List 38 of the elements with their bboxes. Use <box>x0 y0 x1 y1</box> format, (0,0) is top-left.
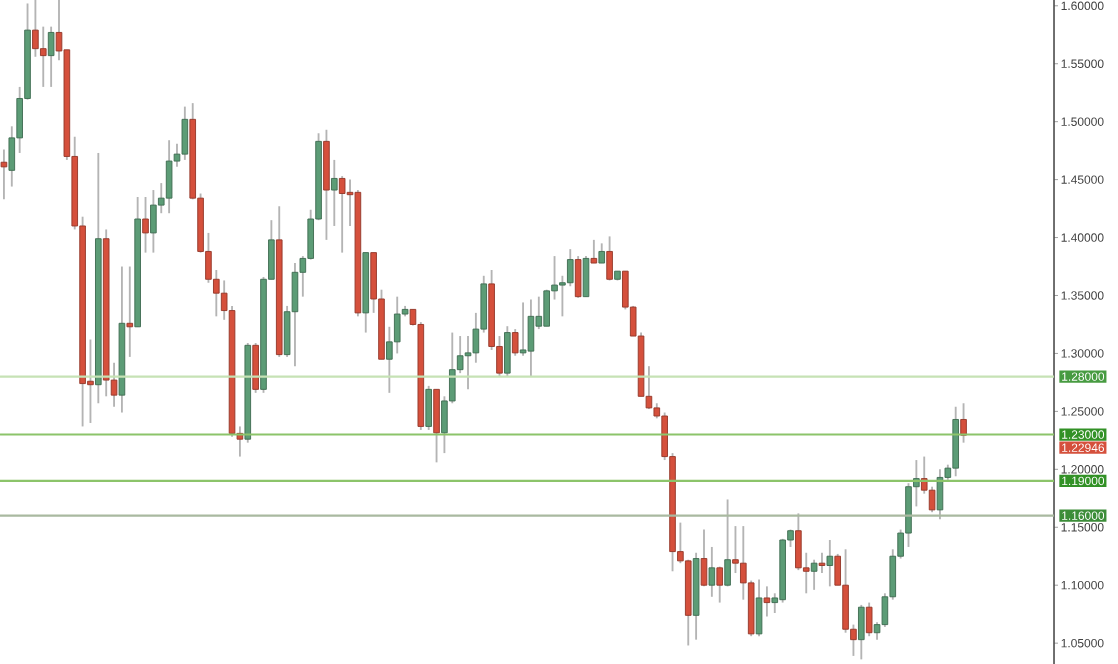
candlestick <box>818 551 826 574</box>
candlestick <box>700 528 708 588</box>
candlestick <box>755 578 763 638</box>
candlestick <box>150 189 157 254</box>
candlestick <box>936 468 944 521</box>
candlestick <box>338 175 346 254</box>
candlestick <box>763 585 771 618</box>
candlestick <box>126 265 134 358</box>
candlestick <box>928 485 936 514</box>
candlestick <box>566 248 574 288</box>
candlestick <box>504 325 511 378</box>
candlestick <box>252 342 259 394</box>
candlestick <box>0 148 8 201</box>
candlestick <box>582 255 590 298</box>
candlestick <box>716 565 724 604</box>
candlestick <box>960 402 967 444</box>
candlestick <box>543 288 550 328</box>
candlestick <box>574 255 582 299</box>
candlestick <box>330 158 338 227</box>
candlestick <box>590 238 598 264</box>
candlestick <box>606 235 613 282</box>
candlestick <box>826 539 834 588</box>
candlestick <box>464 335 472 391</box>
candlestick <box>708 546 716 598</box>
candlestick <box>433 388 440 464</box>
candlestick <box>291 262 299 368</box>
candlestick <box>425 384 432 431</box>
candlestick <box>527 298 535 378</box>
candlestick <box>393 295 401 355</box>
candlestick <box>165 139 173 215</box>
candlestick <box>142 196 149 254</box>
candlestick <box>181 105 189 161</box>
candlestick <box>865 601 873 638</box>
candlestick <box>858 603 865 661</box>
candlestick <box>39 25 47 88</box>
candlestick <box>598 242 606 264</box>
candlestick <box>810 558 818 591</box>
candlestick <box>724 498 731 588</box>
